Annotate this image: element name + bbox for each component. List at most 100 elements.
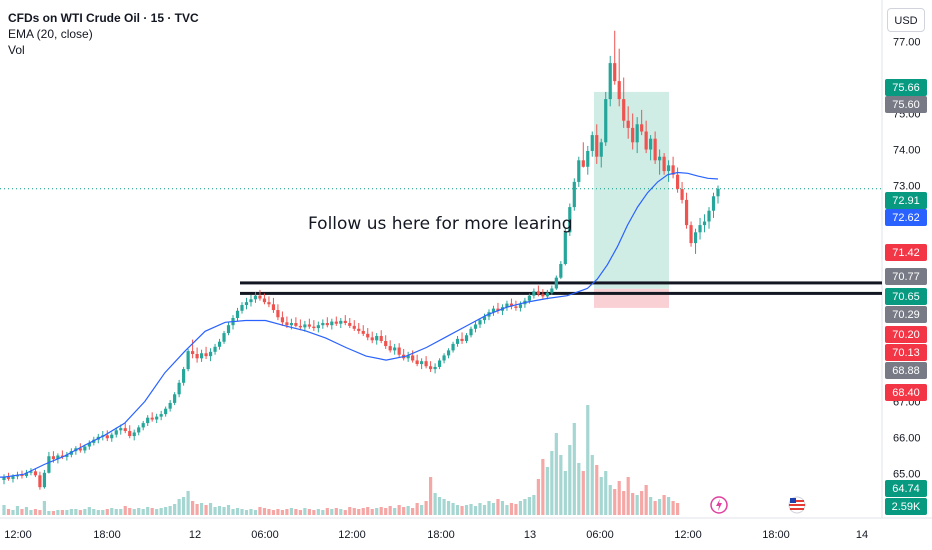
volume-bar [56, 510, 60, 515]
volume-bar [114, 509, 118, 515]
candle-body [289, 323, 293, 326]
candle [321, 319, 325, 329]
symbol-title[interactable]: CFDs on WTI Crude Oil · 15 · TVC [8, 11, 199, 25]
candle-body [411, 355, 415, 361]
candle [249, 294, 253, 307]
candle [379, 330, 383, 344]
candle [150, 412, 154, 422]
volume-indicator-label[interactable]: Vol [8, 43, 25, 57]
candle [307, 318, 311, 329]
candle-body [244, 302, 249, 306]
candle [671, 156, 675, 179]
candle [128, 425, 132, 439]
candle-body [294, 323, 298, 326]
candle-body [482, 316, 487, 321]
candle [649, 135, 653, 161]
candle [702, 214, 707, 233]
volume-bar [411, 508, 415, 515]
support-line-lower [240, 291, 882, 295]
candle [595, 124, 599, 164]
candle-body [420, 361, 424, 365]
candle [204, 346, 208, 360]
candle [667, 160, 671, 182]
candle-body [442, 355, 446, 361]
volume-bar [146, 507, 150, 515]
volume-bar [550, 451, 554, 515]
volume-bar [2, 505, 6, 515]
candle [87, 440, 91, 450]
candle-body [554, 277, 558, 289]
candle [613, 30, 617, 85]
candle-body [707, 210, 711, 222]
price-badge: 2.59K [885, 498, 927, 515]
volume-bar [491, 503, 496, 515]
candle [110, 432, 114, 442]
volume-bar [487, 501, 491, 515]
candle [222, 330, 226, 344]
candle-body [671, 165, 675, 175]
candle [339, 317, 343, 329]
volume-bar [204, 505, 208, 515]
candle [334, 316, 338, 326]
price-badge-label: 70.65 [892, 291, 920, 303]
volume-bar [24, 507, 29, 515]
candle-body [595, 135, 599, 157]
volume-bar [294, 509, 298, 515]
volume-bar [199, 503, 204, 515]
candle-body [191, 351, 195, 354]
price-badge-bg [885, 480, 927, 497]
candle-body [195, 353, 199, 359]
candle [635, 117, 639, 154]
candle-body [613, 63, 617, 82]
candle [397, 343, 401, 357]
currency-button[interactable]: USD [887, 8, 925, 32]
candle [707, 207, 711, 229]
volume-bar [78, 510, 82, 515]
volume-bar [195, 504, 199, 515]
candle-body [276, 310, 280, 318]
price-badge: 70.13 [885, 344, 927, 361]
candle-body [357, 328, 361, 331]
volume-bar [60, 510, 64, 515]
candle [366, 328, 370, 341]
ema-indicator-label[interactable]: EMA (20, close) [8, 27, 93, 41]
volume-bar [348, 507, 352, 515]
candle [226, 322, 231, 336]
candle-body [235, 310, 240, 318]
volume-bar [298, 510, 302, 515]
price-badge-label: 70.13 [892, 347, 920, 359]
volume-bar [11, 510, 15, 515]
y-tick-label: 74.00 [893, 145, 921, 157]
candle [545, 289, 549, 300]
volume-bar [667, 497, 671, 515]
volume-bar [253, 510, 258, 515]
candle [240, 302, 244, 314]
candle-body [559, 263, 563, 278]
candle-body [285, 322, 289, 326]
volume-bar [509, 503, 514, 515]
candle-body [716, 188, 720, 197]
volume-bar [586, 405, 590, 515]
candle [217, 338, 222, 350]
candle-body [168, 402, 172, 409]
candle-body [680, 189, 684, 200]
annotation-text[interactable]: Follow us here for more learing [308, 214, 573, 234]
candle [316, 321, 320, 333]
candle [298, 319, 302, 331]
candle-body [132, 432, 136, 437]
volume-bar [352, 508, 356, 515]
volume-bar [595, 465, 599, 515]
candle [433, 363, 437, 374]
us-flag-event-icon [788, 496, 806, 514]
candle-body [617, 81, 621, 100]
volume-bar [366, 507, 370, 515]
volume-bar [128, 508, 132, 515]
price-badge-bg [885, 288, 927, 305]
candle [199, 349, 204, 362]
candle-body [451, 343, 455, 351]
price-badge: 68.40 [885, 384, 927, 401]
candle-body [662, 156, 666, 172]
candle [33, 468, 38, 478]
volume-bar [343, 510, 347, 515]
